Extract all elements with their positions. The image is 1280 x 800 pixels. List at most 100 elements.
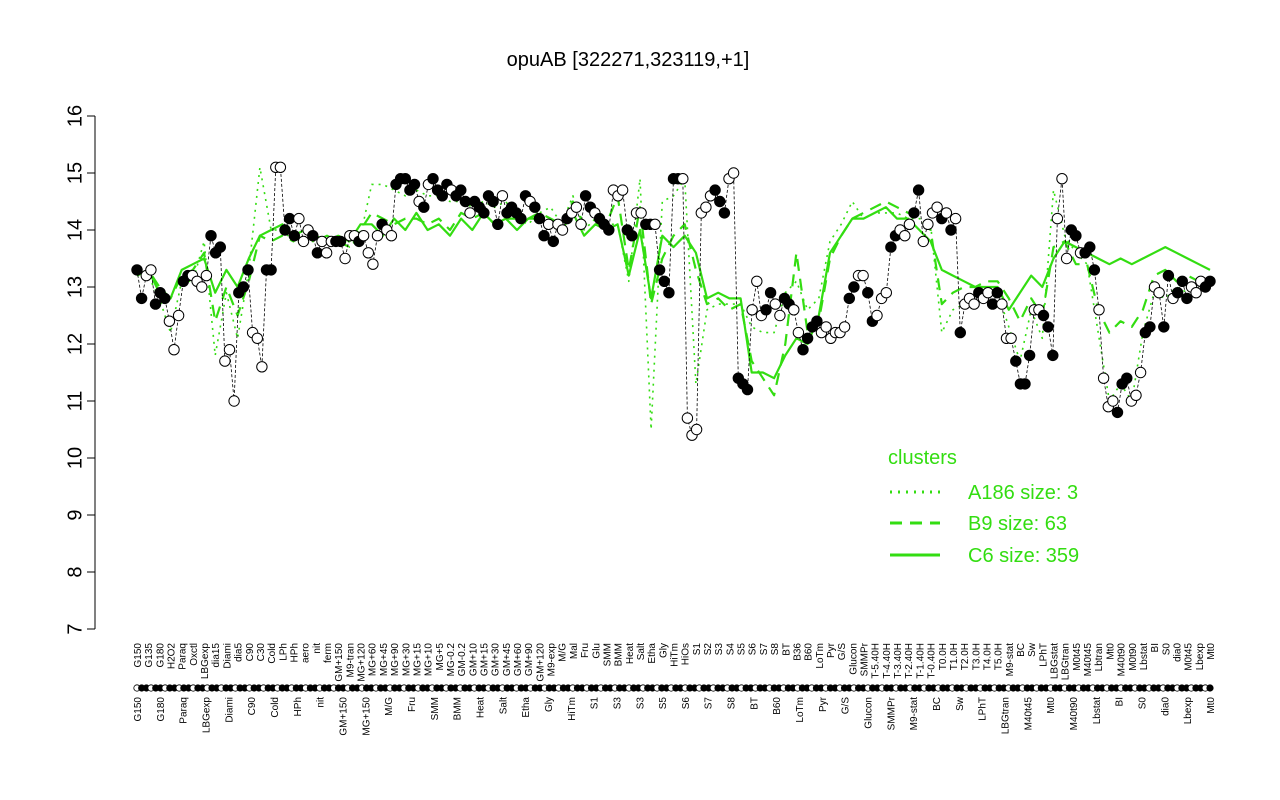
x-tick-label: T2.0H bbox=[960, 643, 971, 670]
data-point bbox=[1134, 366, 1147, 379]
x-tick-label: LPh bbox=[278, 643, 289, 661]
x-tick-label: M40t45 bbox=[1083, 643, 1094, 677]
data-point bbox=[690, 423, 703, 436]
data-point bbox=[1047, 349, 1059, 362]
measurement-line bbox=[136, 166, 1211, 437]
x-tick-label: Mt0 bbox=[1046, 697, 1057, 714]
data-point bbox=[774, 309, 786, 322]
legend: clusters A186 size: 3 B9 size: 63 C6 siz… bbox=[888, 447, 1079, 567]
x-tick-label: C30 bbox=[256, 643, 267, 662]
x-tick-label: BMM bbox=[614, 643, 625, 666]
data-point bbox=[529, 201, 541, 213]
legend-label-b9: B9 size: 63 bbox=[968, 513, 1067, 535]
x-tick-label: nit bbox=[312, 643, 323, 654]
x-tick-label: BC bbox=[1016, 643, 1027, 657]
x-tick-label: Salt bbox=[498, 697, 509, 714]
data-point bbox=[274, 161, 287, 174]
data-point bbox=[357, 230, 370, 242]
data-point bbox=[751, 275, 763, 287]
data-point bbox=[131, 264, 143, 276]
data-point bbox=[635, 207, 647, 219]
x-tick-label: LPhT bbox=[1038, 643, 1049, 667]
x-tick-label: B36 bbox=[792, 643, 803, 661]
data-point bbox=[857, 269, 869, 282]
data-point bbox=[658, 275, 670, 287]
data-point bbox=[464, 207, 476, 219]
x-tick-label: S3 bbox=[635, 697, 646, 710]
x-tick-label: Glucon bbox=[848, 643, 859, 675]
data-point bbox=[200, 269, 213, 282]
data-point bbox=[945, 224, 957, 236]
x-tick-label: BT bbox=[749, 697, 760, 710]
x-tick-label: Glu bbox=[591, 643, 602, 659]
x-tick-label: LBGexp bbox=[200, 643, 211, 680]
data-point bbox=[1107, 395, 1119, 407]
x-tick-label: BC bbox=[932, 697, 943, 711]
chart-title: opuAB [322271,323119,+1] bbox=[507, 49, 750, 71]
x-tick-label: MG+15 bbox=[412, 643, 423, 677]
data-point bbox=[1088, 264, 1101, 276]
data-point bbox=[1019, 378, 1031, 390]
x-tick-label: GM+90 bbox=[524, 643, 535, 677]
x-tick-label: nit bbox=[316, 697, 327, 708]
x-tick-label: BT bbox=[781, 643, 792, 656]
x-tick-label: T-3.40H bbox=[893, 643, 904, 679]
data-point bbox=[1111, 406, 1124, 419]
y-tick-label: 10 bbox=[64, 447, 86, 469]
data-point bbox=[677, 173, 689, 185]
data-point bbox=[764, 287, 777, 299]
data-point bbox=[367, 258, 379, 270]
x-tick-label: S5 bbox=[737, 643, 748, 656]
x-tick-label: M/G bbox=[558, 643, 569, 662]
x-tick-label: aero bbox=[301, 643, 312, 663]
x-tick-label: S4 bbox=[725, 643, 736, 656]
x-tick-label: Pyr bbox=[826, 642, 837, 658]
x-tick-label: LBGtran bbox=[1001, 697, 1012, 734]
x-tick-label: S3 bbox=[714, 643, 725, 656]
data-point bbox=[968, 298, 980, 310]
data-point bbox=[709, 184, 721, 196]
data-point bbox=[492, 218, 504, 231]
data-point bbox=[251, 332, 263, 344]
data-point bbox=[371, 230, 384, 242]
x-tick-label: B60 bbox=[804, 643, 815, 661]
x-tick-label: GM+45 bbox=[502, 643, 513, 677]
data-point bbox=[871, 309, 883, 322]
data-point bbox=[320, 247, 333, 259]
data-point bbox=[663, 287, 675, 299]
data-point bbox=[1070, 230, 1082, 242]
x-tick-label: Etha bbox=[647, 643, 658, 664]
data-point bbox=[885, 241, 897, 253]
data-point bbox=[1153, 287, 1165, 299]
data-point bbox=[1162, 269, 1175, 282]
data-point bbox=[1056, 173, 1068, 185]
data-point bbox=[1005, 332, 1017, 344]
x-tick-label: dia5 bbox=[234, 643, 245, 662]
x-tick-label: Paraq bbox=[179, 697, 190, 724]
y-tick-label: 14 bbox=[64, 219, 86, 241]
x-tick-label: M9-tran bbox=[345, 643, 356, 677]
x-tick-label: dia15 bbox=[211, 643, 222, 668]
x-tick-label: M40t90 bbox=[1069, 697, 1080, 731]
data-point bbox=[727, 167, 740, 179]
data-point bbox=[145, 264, 157, 276]
x-tick-label: G135 bbox=[144, 643, 155, 668]
legend-label-c6: C6 size: 359 bbox=[968, 545, 1079, 567]
y-tick-label: 7 bbox=[64, 623, 86, 634]
data-point bbox=[843, 292, 855, 305]
x-tick-label: Mt0 bbox=[1206, 643, 1217, 660]
x-tick-label: Oxctl bbox=[189, 643, 200, 666]
data-point bbox=[223, 344, 236, 356]
x-tick-label: T0.0H bbox=[938, 643, 949, 670]
data-point bbox=[1051, 212, 1064, 225]
x-tick-label: Sw bbox=[955, 696, 966, 711]
data-point bbox=[172, 309, 185, 322]
x-tick-label: G150 bbox=[133, 697, 144, 722]
x-tick-label: G180 bbox=[156, 697, 167, 722]
data-point bbox=[908, 207, 920, 219]
x-tick-label: T-5.40H bbox=[871, 643, 882, 679]
x-tick-label: Lbstat bbox=[1139, 643, 1150, 670]
legend-title: clusters bbox=[888, 447, 957, 469]
x-tick-label: dia0 bbox=[1160, 697, 1171, 716]
data-point bbox=[334, 235, 347, 248]
